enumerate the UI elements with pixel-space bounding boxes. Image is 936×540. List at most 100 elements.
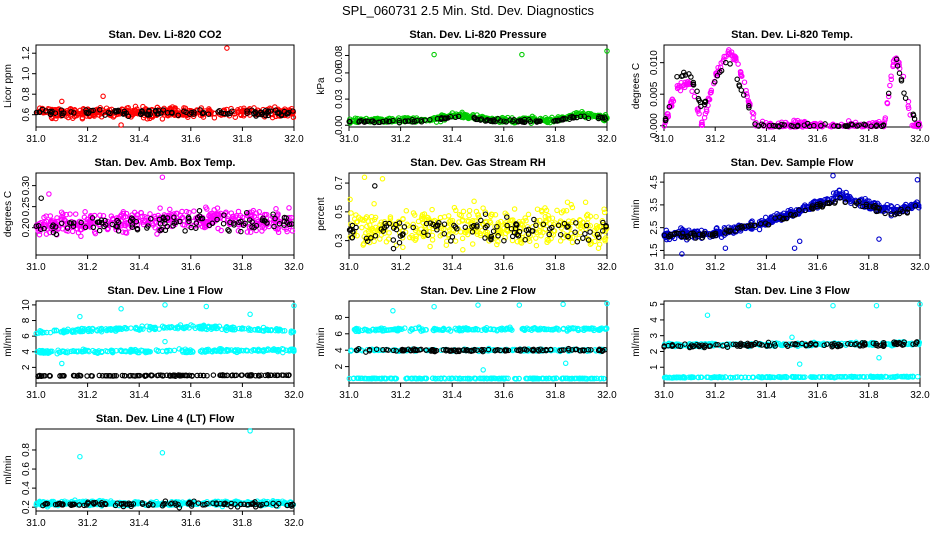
data-point <box>413 236 419 242</box>
data-point <box>361 326 368 333</box>
data-point <box>752 121 758 127</box>
y-tick-label: 0.5 <box>334 204 345 218</box>
data-point <box>581 113 587 119</box>
outlier-point <box>361 174 368 181</box>
data-point <box>568 201 574 208</box>
data-point <box>546 231 552 238</box>
panel-title: Stan. Dev. Line 1 Flow <box>107 285 223 297</box>
data-point <box>494 241 500 248</box>
x-tick-label: 31.6 <box>494 134 514 145</box>
data-point <box>421 211 428 217</box>
data-point <box>740 92 747 98</box>
data-point <box>283 372 290 378</box>
data-point <box>437 214 444 221</box>
data-point <box>120 111 127 117</box>
outlier-point <box>431 51 437 58</box>
data-point <box>523 227 530 233</box>
series-all <box>346 48 610 126</box>
data-point <box>125 104 131 111</box>
data-point <box>239 372 245 378</box>
data-point <box>712 79 718 85</box>
data-point <box>355 375 362 382</box>
data-point <box>216 346 223 352</box>
data-point <box>79 349 85 355</box>
data-point <box>423 347 429 353</box>
data-point <box>533 242 540 249</box>
data-point <box>547 226 553 232</box>
data-point <box>73 348 80 354</box>
data-point <box>108 213 115 219</box>
data-point <box>894 63 901 69</box>
outlier-point <box>789 334 795 341</box>
data-point <box>209 220 216 227</box>
x-tick-label: 31.4 <box>442 262 462 273</box>
data-point <box>437 233 443 239</box>
data-point <box>802 207 808 214</box>
y-tick-label: 4 <box>21 349 32 355</box>
data-point <box>559 375 565 382</box>
plot-points <box>33 45 297 128</box>
data-point <box>460 375 466 382</box>
data-point <box>569 113 575 120</box>
data-point <box>469 229 476 235</box>
data-point <box>243 347 250 354</box>
data-point <box>585 347 592 353</box>
data-point <box>203 204 209 210</box>
data-point <box>600 219 606 226</box>
data-point <box>440 326 446 332</box>
data-point <box>834 343 841 350</box>
data-point <box>485 346 492 353</box>
data-point <box>738 87 745 93</box>
data-point <box>490 117 496 123</box>
data-point <box>115 108 121 115</box>
data-point <box>180 221 186 228</box>
data-point <box>177 218 183 225</box>
x-tick-label: 32.0 <box>910 262 930 273</box>
data-point <box>175 112 181 119</box>
data-point <box>766 343 773 349</box>
data-point <box>396 239 403 246</box>
data-point <box>107 373 114 379</box>
data-point <box>251 213 258 220</box>
data-point <box>367 222 373 228</box>
data-point <box>603 325 610 332</box>
data-point <box>281 328 288 334</box>
x-tick-label: 31.2 <box>391 390 411 401</box>
data-point <box>174 324 181 330</box>
data-point <box>757 341 763 347</box>
data-point <box>684 233 690 240</box>
data-point <box>521 346 527 352</box>
data-point <box>96 219 103 225</box>
data-point <box>592 113 599 119</box>
data-point <box>533 222 539 229</box>
data-point <box>441 221 448 227</box>
data-point <box>583 226 589 232</box>
data-point <box>557 347 563 354</box>
y-tick-label: 2.5 <box>649 220 660 234</box>
data-point <box>460 247 466 253</box>
data-point <box>910 111 916 117</box>
outlier-point <box>876 236 882 242</box>
data-point <box>356 118 363 124</box>
data-point <box>483 325 490 331</box>
data-point <box>515 347 522 354</box>
data-point <box>158 226 165 233</box>
outlier-point <box>159 174 166 180</box>
data-point <box>123 210 130 217</box>
data-point <box>453 207 459 214</box>
data-point <box>842 199 848 206</box>
panel-title: Stan. Dev. Li-820 CO2 <box>109 29 222 41</box>
data-point <box>504 325 510 331</box>
data-point <box>854 123 861 129</box>
data-point <box>564 326 570 333</box>
data-point <box>126 225 132 231</box>
plot-points <box>33 302 297 380</box>
data-point <box>208 217 214 223</box>
data-point <box>452 238 459 244</box>
data-point <box>192 325 199 332</box>
data-point <box>147 323 153 330</box>
data-point <box>834 123 841 129</box>
x-tick-label: 31.8 <box>859 390 879 401</box>
x-tick-label: 31.6 <box>808 262 828 273</box>
x-tick-label: 31.4 <box>442 390 462 401</box>
